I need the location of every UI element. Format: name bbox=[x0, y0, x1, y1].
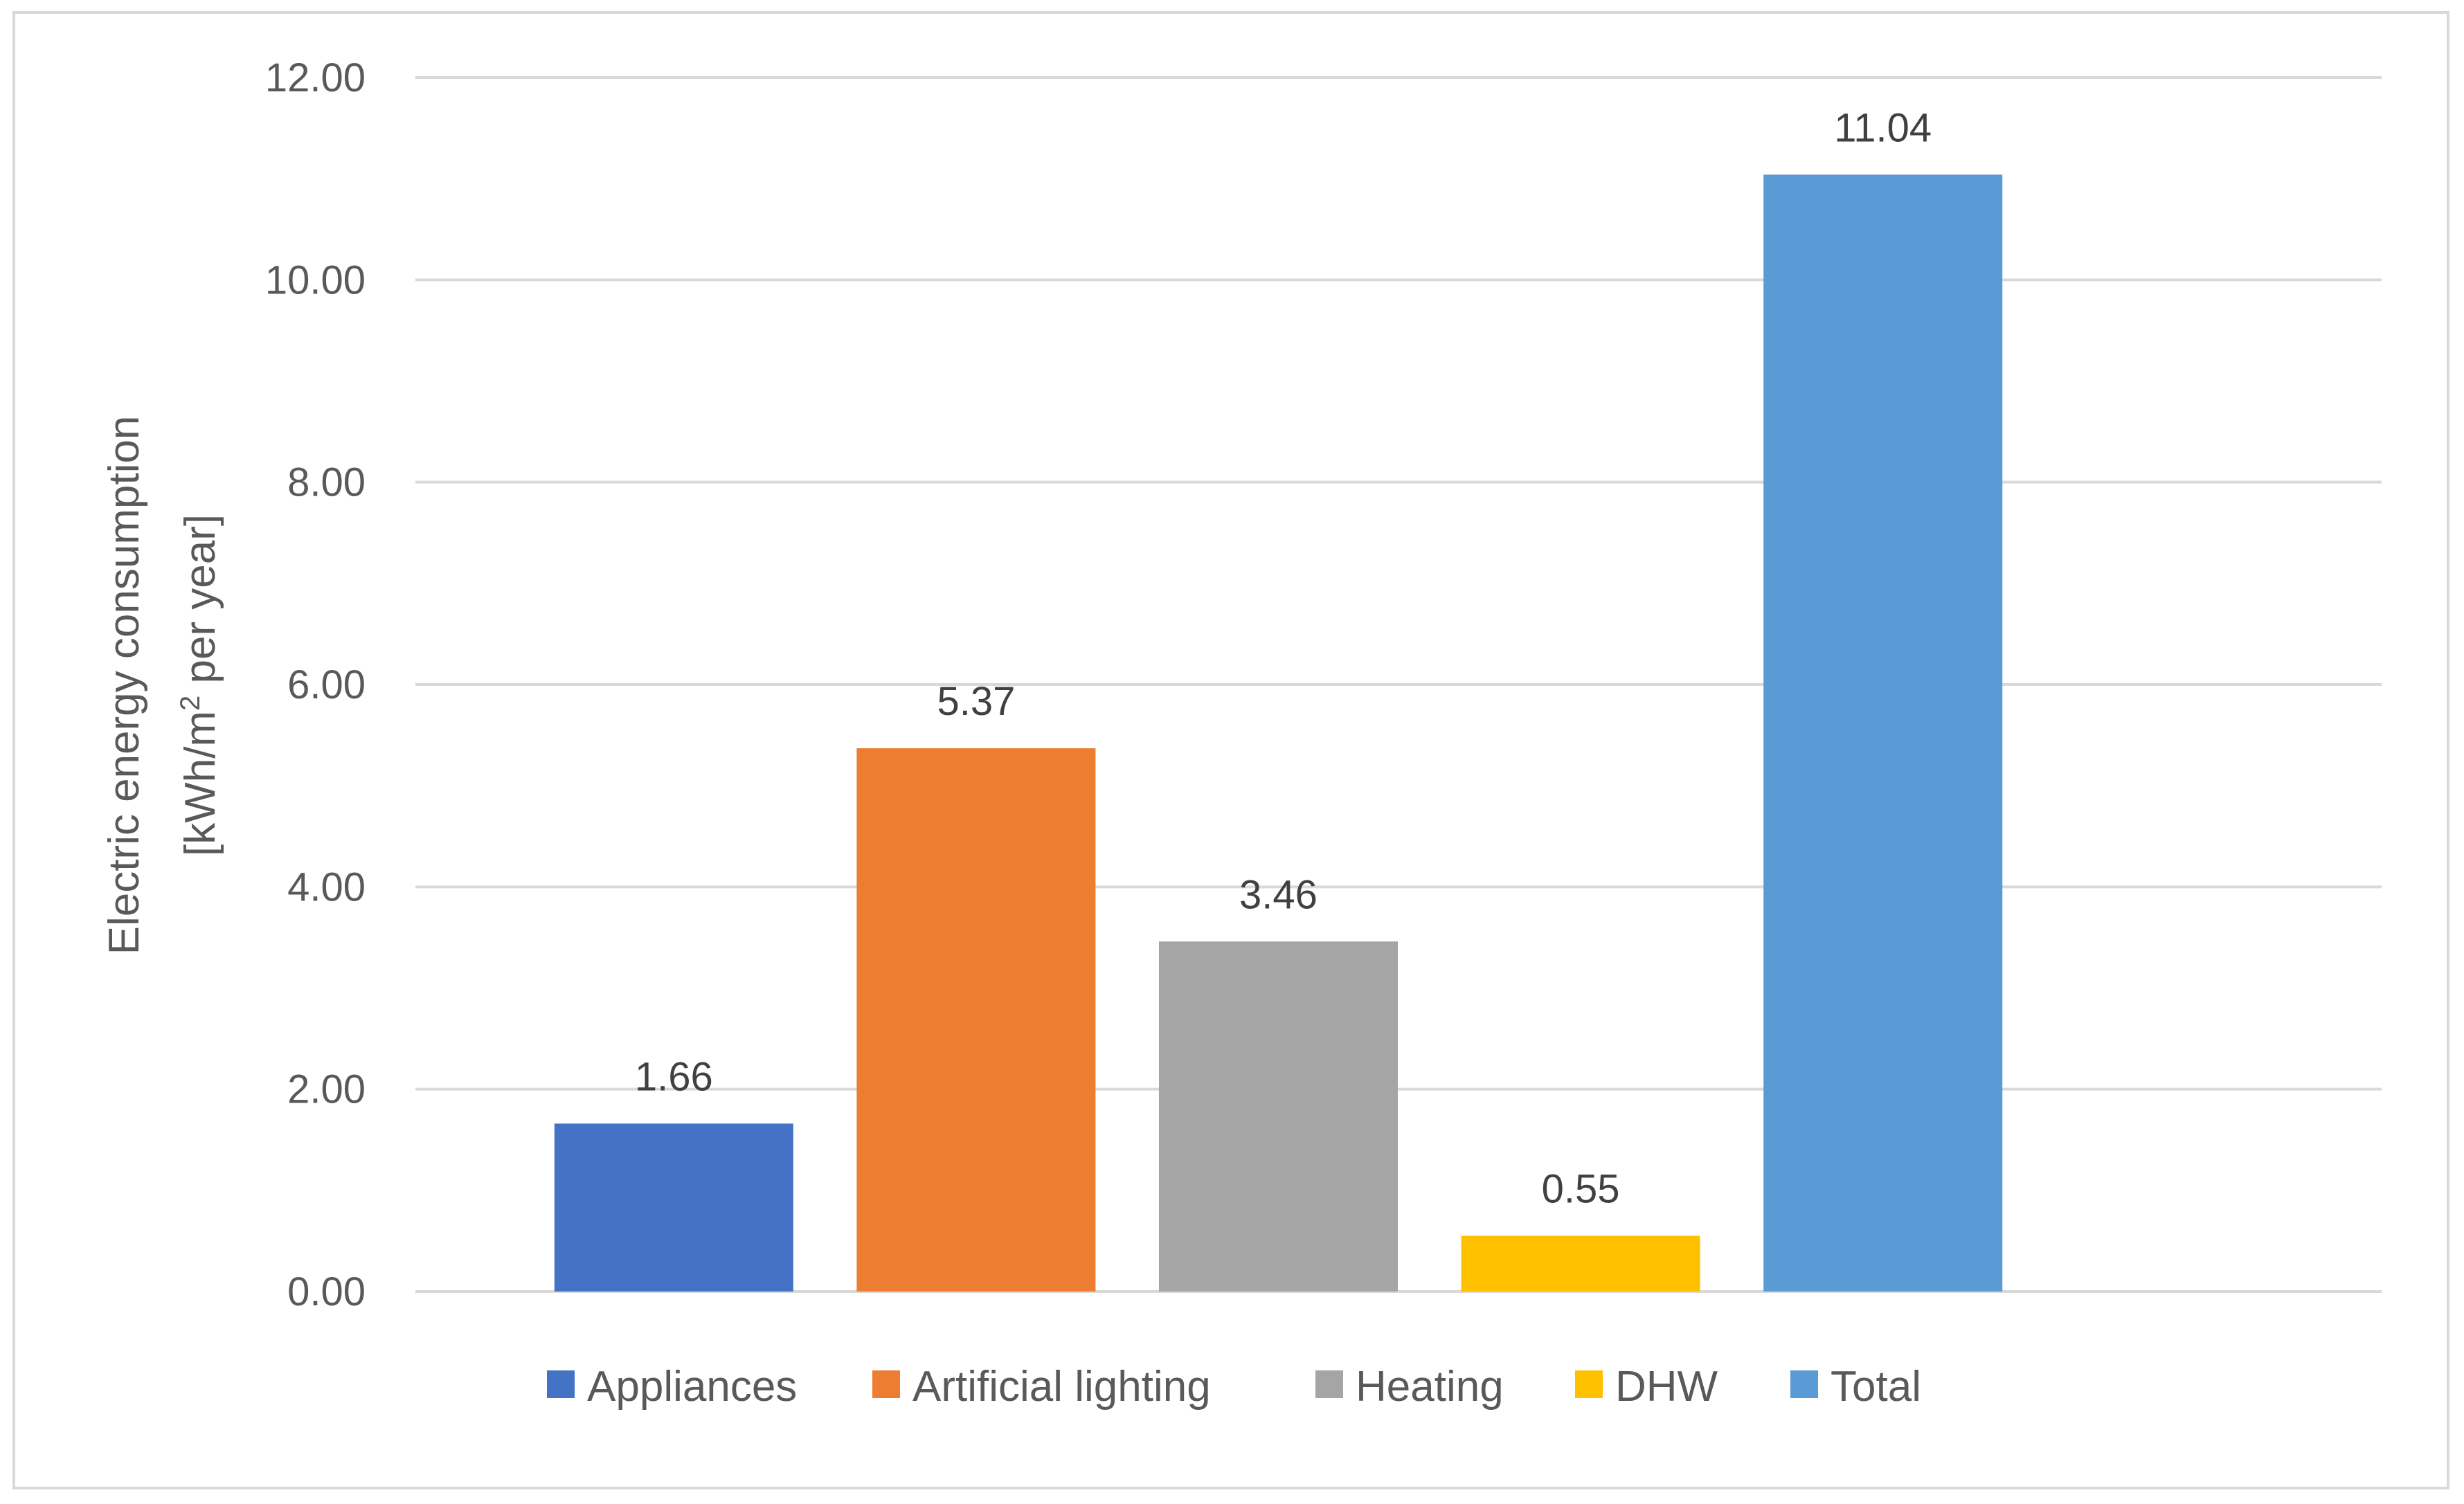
legend-swatch-dhw bbox=[1575, 1370, 1603, 1398]
bars bbox=[554, 174, 2003, 1292]
y-tick-label: 2.00 bbox=[287, 1067, 366, 1112]
y-tick-label: 6.00 bbox=[287, 662, 366, 707]
gridlines bbox=[415, 76, 2382, 1293]
y-axis-unit-superscript: 2 bbox=[175, 696, 206, 711]
legend-label-artificial-lighting: Artificial lighting bbox=[912, 1363, 1211, 1411]
y-tick-label: 8.00 bbox=[287, 460, 366, 505]
y-tick-label: 4.00 bbox=[287, 864, 366, 909]
legend-label-heating: Heating bbox=[1356, 1363, 1504, 1411]
bar-dhw bbox=[1461, 1235, 1700, 1292]
legend-label-total: Total bbox=[1831, 1363, 1921, 1411]
legend: Appliances Artificial lighting Heating DHW T… bbox=[547, 1363, 1921, 1411]
y-axis-unit-suffix: per year] bbox=[177, 514, 224, 696]
legend-swatch-heating bbox=[1315, 1370, 1343, 1398]
y-axis-title-line1: Electric energy consumption bbox=[100, 416, 148, 955]
legend-swatch-appliances bbox=[547, 1370, 575, 1398]
bar-total bbox=[1763, 174, 2003, 1292]
bar-artificial-lighting bbox=[856, 748, 1096, 1292]
y-axis-ticks: 0.00 2.00 4.00 6.00 8.00 10.00 12.00 bbox=[265, 55, 366, 1314]
y-axis-unit-prefix: [kWh/m bbox=[177, 711, 224, 856]
data-label-appliances: 1.66 bbox=[635, 1054, 713, 1099]
y-tick-label: 0.00 bbox=[287, 1269, 366, 1314]
y-axis-title-line2: [kWh/m2 per year] bbox=[175, 514, 224, 856]
bar-appliances bbox=[554, 1123, 793, 1292]
y-tick-label: 10.00 bbox=[265, 257, 366, 302]
legend-swatch-total bbox=[1790, 1370, 1818, 1398]
y-tick-label: 12.00 bbox=[265, 55, 366, 100]
legend-label-dhw: DHW bbox=[1615, 1363, 1718, 1411]
data-label-dhw: 0.55 bbox=[1542, 1167, 1620, 1212]
data-label-total: 11.04 bbox=[1834, 105, 1932, 150]
data-labels: 1.66 5.37 3.46 0.55 11.04 bbox=[635, 105, 1932, 1211]
data-label-artificial-lighting: 5.37 bbox=[937, 679, 1015, 724]
legend-label-appliances: Appliances bbox=[587, 1363, 797, 1411]
y-axis-title: Electric energy consumption [kWh/m2 per … bbox=[100, 416, 224, 955]
legend-swatch-artificial-lighting bbox=[872, 1370, 900, 1398]
data-label-heating: 3.46 bbox=[1239, 872, 1318, 917]
bar-heating bbox=[1159, 941, 1398, 1292]
